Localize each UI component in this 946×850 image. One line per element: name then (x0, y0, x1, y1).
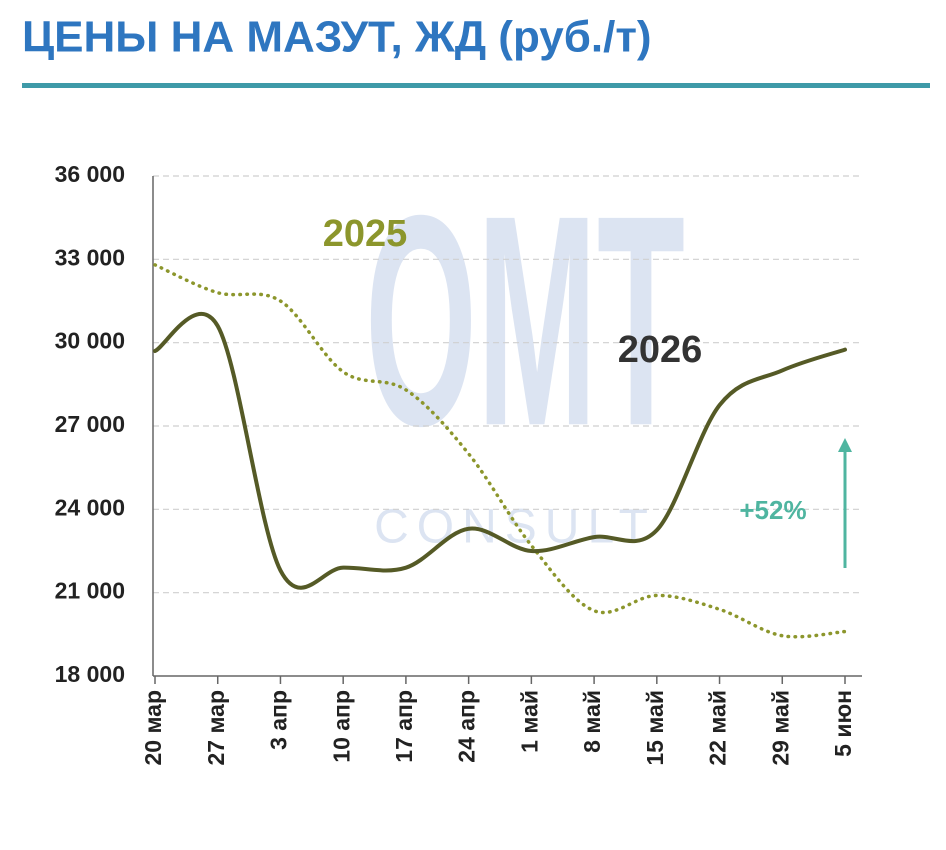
series-line (153, 263, 847, 639)
x-tick-label: 8 май (579, 690, 605, 753)
y-tick-label: 27 000 (55, 411, 125, 437)
x-tick-label: 5 июн (830, 690, 856, 757)
series-label: 2025 (323, 213, 408, 255)
x-tick-label: 27 мар (203, 690, 229, 766)
y-tick-label: 21 000 (55, 578, 125, 604)
y-tick-label: 24 000 (55, 494, 125, 520)
y-tick-label: 18 000 (55, 661, 125, 687)
watermark-main: OMT (365, 152, 685, 488)
x-tick-label: 3 апр (266, 690, 292, 750)
x-tick-label: 24 апр (454, 690, 480, 763)
x-tick-label: 15 май (642, 690, 668, 766)
title-rule (22, 83, 930, 88)
y-tick-label: 36 000 (55, 161, 125, 187)
annotation: +52% (739, 495, 806, 525)
x-tick-label: 29 май (767, 690, 793, 766)
x-tick-label: 1 май (516, 690, 542, 753)
x-tick-label: 17 апр (391, 690, 417, 763)
annotation-arrowhead (838, 438, 852, 452)
x-tick-label: 10 апр (328, 690, 354, 763)
y-tick-label: 33 000 (55, 244, 125, 270)
x-tick-label: 20 мар (140, 690, 166, 766)
series-line (153, 312, 847, 590)
x-tick-label: 22 май (705, 690, 731, 766)
y-tick-label: 30 000 (55, 328, 125, 354)
series-label: 2026 (618, 329, 703, 371)
chart-title: ЦЕНЫ НА МАЗУТ, ЖД (руб./т) (22, 13, 652, 62)
